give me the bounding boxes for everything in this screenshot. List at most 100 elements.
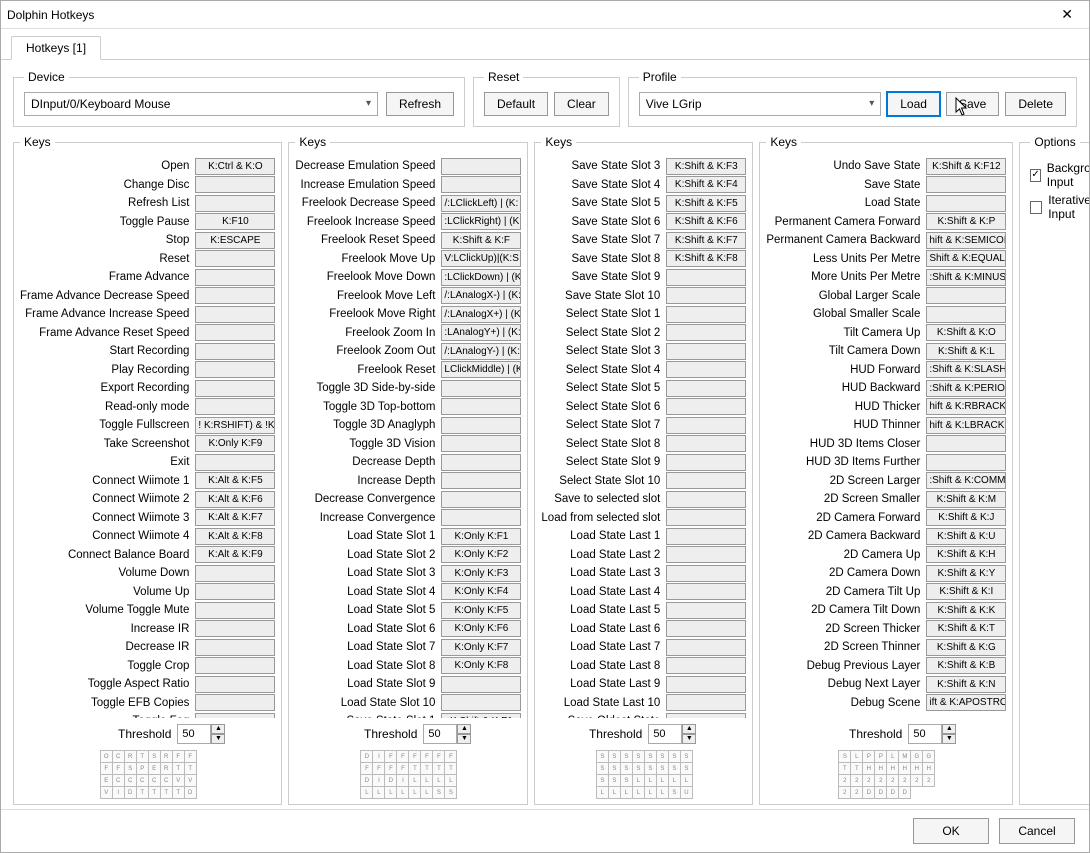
hotkey-binding-button[interactable]: K:Shift & K:F7 — [666, 232, 746, 249]
hotkey-binding-button[interactable] — [666, 676, 746, 693]
threshold-input[interactable] — [177, 724, 211, 744]
hotkey-binding-button[interactable]: K:F10 — [195, 213, 275, 230]
hotkey-binding-button[interactable] — [195, 602, 275, 619]
hotkey-binding-button[interactable] — [195, 676, 275, 693]
tab-hotkeys[interactable]: Hotkeys [1] — [11, 36, 101, 60]
hotkey-binding-button[interactable]: K:Shift & K:U — [926, 528, 1006, 545]
hotkey-binding-button[interactable] — [666, 269, 746, 286]
hotkey-binding-button[interactable] — [666, 528, 746, 545]
hotkey-binding-button[interactable] — [926, 306, 1006, 323]
hotkey-binding-button[interactable]: K:Only K:F6 — [441, 620, 521, 637]
hotkey-binding-button[interactable]: :Shift & K:SLASH — [926, 361, 1006, 378]
hotkey-binding-button[interactable] — [666, 287, 746, 304]
hotkey-binding-button[interactable]: K:Alt & K:F9 — [195, 546, 275, 563]
hotkey-binding-button[interactable]: /:LAnalogX+) | (K:! — [441, 306, 521, 323]
hotkey-binding-button[interactable]: :LClickDown) | (K: — [441, 269, 521, 286]
close-icon[interactable]: ✕ — [1051, 6, 1083, 23]
hotkey-binding-button[interactable]: K:Shift & K:B — [926, 657, 1006, 674]
hotkey-binding-button[interactable] — [195, 361, 275, 378]
default-button[interactable]: Default — [484, 92, 548, 116]
hotkey-binding-button[interactable]: K:Alt & K:F5 — [195, 472, 275, 489]
hotkey-binding-button[interactable] — [195, 657, 275, 674]
hotkey-binding-button[interactable] — [441, 491, 521, 508]
hotkey-binding-button[interactable]: /:LClickLeft) | (K: — [441, 195, 521, 212]
hotkey-binding-button[interactable]: K:Shift & K:G — [926, 639, 1006, 656]
hotkey-binding-button[interactable] — [926, 176, 1006, 193]
hotkey-binding-button[interactable] — [195, 398, 275, 415]
hotkey-binding-button[interactable]: K:Shift & K:J — [926, 509, 1006, 526]
hotkey-binding-button[interactable]: :Shift & K:PERIO — [926, 380, 1006, 397]
hotkey-binding-button[interactable]: K:Shift & K:M — [926, 491, 1006, 508]
hotkey-binding-button[interactable] — [666, 509, 746, 526]
hotkey-binding-button[interactable] — [195, 324, 275, 341]
hotkey-binding-button[interactable] — [441, 454, 521, 471]
hotkey-binding-button[interactable] — [195, 195, 275, 212]
hotkey-binding-button[interactable] — [441, 509, 521, 526]
hotkey-binding-button[interactable]: K:Only K:F2 — [441, 546, 521, 563]
spin-down-icon[interactable]: ▼ — [211, 734, 225, 744]
hotkey-binding-button[interactable] — [666, 324, 746, 341]
hotkey-binding-button[interactable] — [666, 546, 746, 563]
hotkey-binding-button[interactable]: K:Shift & K:F6 — [666, 213, 746, 230]
hotkey-binding-button[interactable]: K:Alt & K:F8 — [195, 528, 275, 545]
hotkey-binding-button[interactable] — [441, 158, 521, 175]
hotkey-binding-button[interactable]: :LClickRight) | (K: — [441, 213, 521, 230]
hotkey-binding-button[interactable] — [195, 583, 275, 600]
hotkey-binding-button[interactable] — [195, 565, 275, 582]
hotkey-binding-button[interactable]: K:Shift & K:L — [926, 343, 1006, 360]
hotkey-binding-button[interactable] — [666, 565, 746, 582]
hotkey-binding-button[interactable] — [195, 306, 275, 323]
iterative-input-checkbox[interactable] — [1030, 201, 1042, 214]
hotkey-binding-button[interactable]: K:Alt & K:F7 — [195, 509, 275, 526]
hotkey-binding-button[interactable]: LClickMiddle) | (K — [441, 361, 521, 378]
hotkey-binding-button[interactable]: K:Shift & K:F1 — [441, 713, 521, 718]
hotkey-binding-button[interactable] — [441, 676, 521, 693]
hotkey-binding-button[interactable]: K:Shift & K:Y — [926, 565, 1006, 582]
hotkey-binding-button[interactable] — [666, 417, 746, 434]
hotkey-binding-button[interactable]: K:Shift & K:P — [926, 213, 1006, 230]
spin-down-icon[interactable]: ▼ — [682, 734, 696, 744]
hotkey-binding-button[interactable]: K:ESCAPE — [195, 232, 275, 249]
spin-down-icon[interactable]: ▼ — [457, 734, 471, 744]
hotkey-binding-button[interactable] — [441, 380, 521, 397]
hotkey-binding-button[interactable] — [195, 176, 275, 193]
hotkey-binding-button[interactable]: K:Only K:F3 — [441, 565, 521, 582]
hotkey-binding-button[interactable]: K:Shift & K:F8 — [666, 250, 746, 267]
delete-button[interactable]: Delete — [1005, 92, 1066, 116]
load-button[interactable]: Load — [887, 92, 940, 116]
hotkey-binding-button[interactable]: K:Only K:F8 — [441, 657, 521, 674]
hotkey-binding-button[interactable] — [666, 657, 746, 674]
clear-button[interactable]: Clear — [554, 92, 609, 116]
hotkey-binding-button[interactable] — [666, 491, 746, 508]
hotkey-binding-button[interactable]: K:Shift & K:F4 — [666, 176, 746, 193]
hotkey-binding-button[interactable] — [926, 195, 1006, 212]
hotkey-binding-button[interactable] — [666, 343, 746, 360]
hotkey-binding-button[interactable] — [666, 454, 746, 471]
hotkey-binding-button[interactable] — [195, 343, 275, 360]
hotkey-binding-button[interactable] — [666, 694, 746, 711]
background-input-checkbox[interactable] — [1030, 169, 1040, 182]
hotkey-binding-button[interactable] — [926, 454, 1006, 471]
hotkey-binding-button[interactable] — [195, 620, 275, 637]
threshold-input[interactable] — [423, 724, 457, 744]
hotkey-binding-button[interactable]: V:LClickUp)|(K:S — [441, 250, 521, 267]
spin-up-icon[interactable]: ▲ — [211, 724, 225, 734]
hotkey-binding-button[interactable]: K:Only K:F4 — [441, 583, 521, 600]
hotkey-binding-button[interactable] — [441, 398, 521, 415]
spin-up-icon[interactable]: ▲ — [682, 724, 696, 734]
hotkey-binding-button[interactable] — [926, 435, 1006, 452]
hotkey-binding-button[interactable] — [666, 713, 746, 718]
hotkey-binding-button[interactable]: Shift & K:EQUAL — [926, 250, 1006, 267]
hotkey-binding-button[interactable]: K:Ctrl & K:O — [195, 158, 275, 175]
hotkey-binding-button[interactable]: K:Shift & K:I — [926, 583, 1006, 600]
hotkey-binding-button[interactable]: K:Only K:F1 — [441, 528, 521, 545]
threshold-input[interactable] — [648, 724, 682, 744]
hotkey-binding-button[interactable]: K:Shift & K:O — [926, 324, 1006, 341]
spin-up-icon[interactable]: ▲ — [942, 724, 956, 734]
hotkey-binding-button[interactable] — [441, 472, 521, 489]
profile-select[interactable]: Vive LGrip — [639, 92, 882, 116]
hotkey-binding-button[interactable] — [666, 380, 746, 397]
hotkey-binding-button[interactable] — [666, 472, 746, 489]
hotkey-binding-button[interactable]: :Shift & K:COMM — [926, 472, 1006, 489]
hotkey-binding-button[interactable]: hift & K:LBRACK — [926, 417, 1006, 434]
